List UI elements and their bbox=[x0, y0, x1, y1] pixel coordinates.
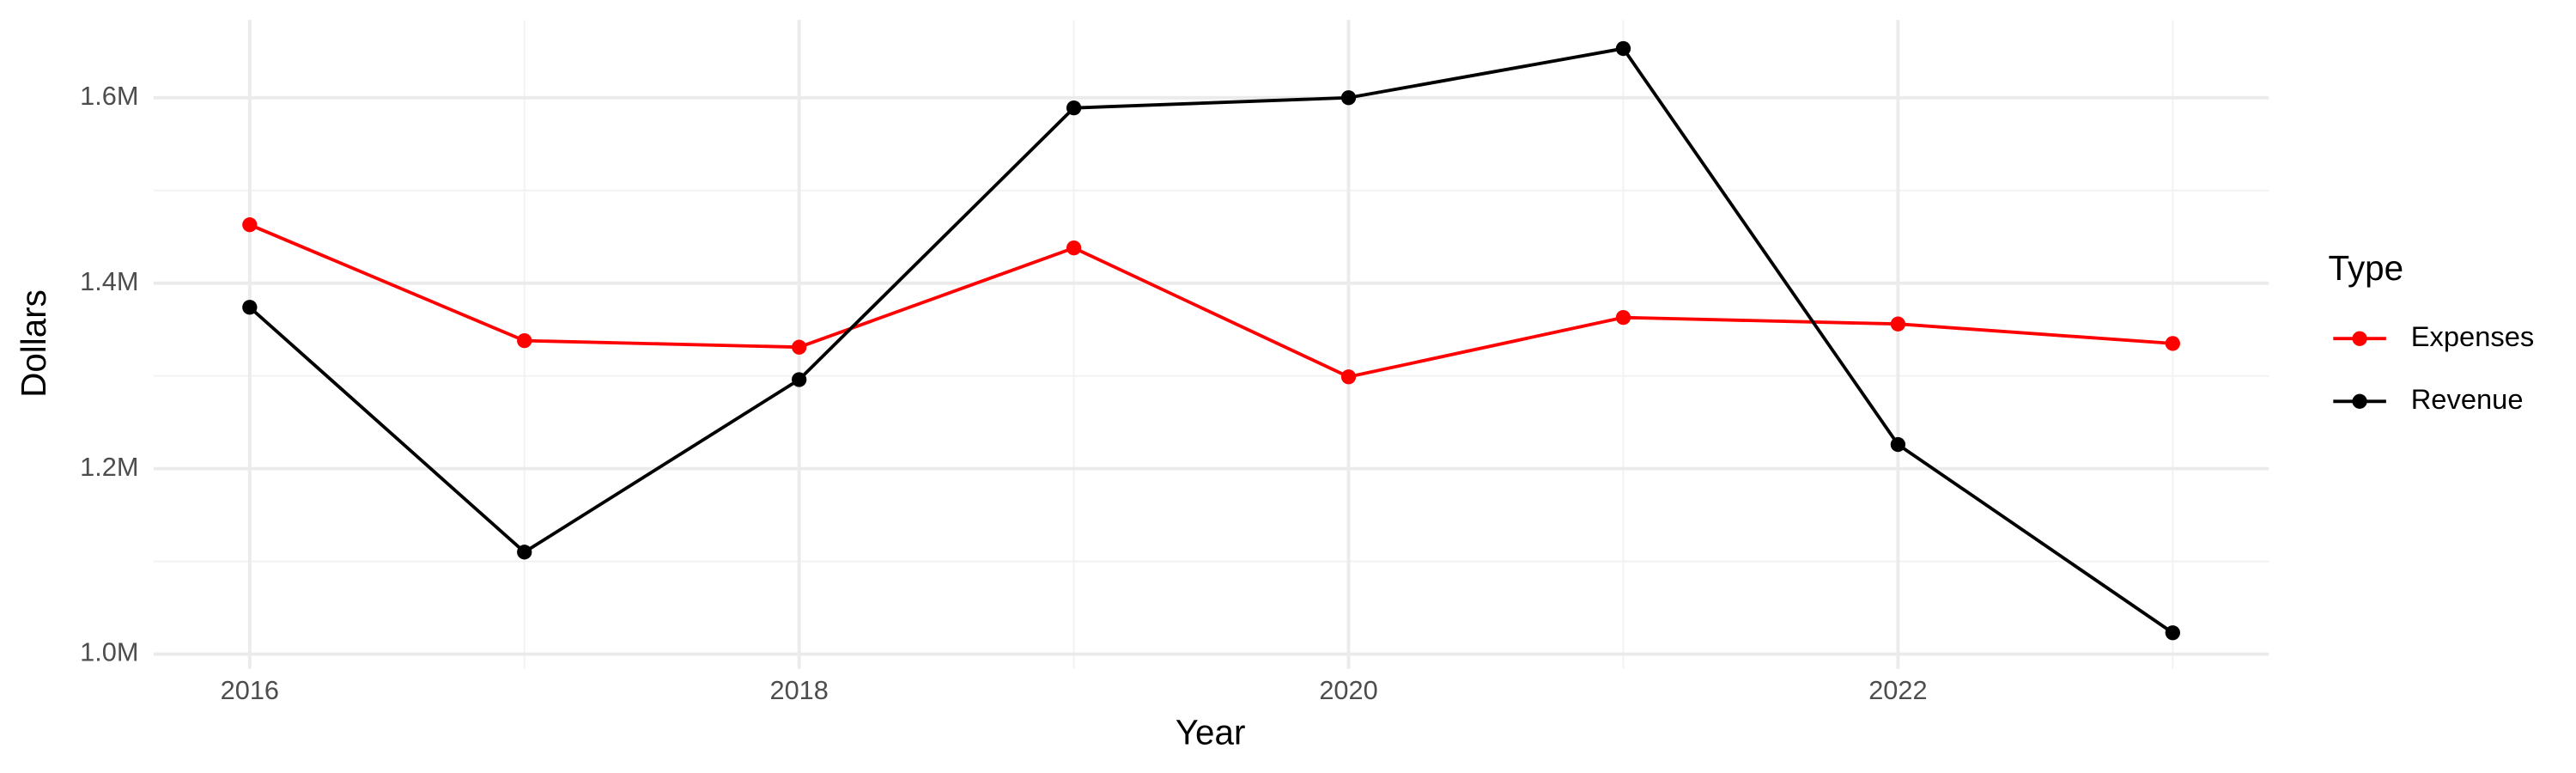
data-point bbox=[1340, 90, 1357, 106]
legend-key-point bbox=[2352, 331, 2367, 346]
x-tick-label: 2022 bbox=[1868, 675, 1927, 705]
data-point bbox=[792, 339, 807, 355]
y-tick-label: 1.2M bbox=[80, 452, 138, 482]
x-tick-label: 2020 bbox=[1319, 675, 1377, 705]
data-point bbox=[1066, 240, 1082, 256]
y-tick-label: 1.4M bbox=[80, 266, 138, 296]
data-point bbox=[1890, 436, 1906, 453]
data-point bbox=[1890, 316, 1906, 332]
series-line bbox=[249, 222, 2173, 379]
legend-key-point bbox=[2352, 393, 2367, 409]
data-point bbox=[242, 217, 258, 233]
data-point bbox=[2165, 336, 2180, 351]
data-point bbox=[242, 300, 258, 315]
x-tick-label: 2018 bbox=[769, 675, 828, 705]
legend-label: Revenue bbox=[2411, 383, 2524, 415]
legend-label: Expenses bbox=[2411, 320, 2535, 352]
y-tick-label: 1.6M bbox=[80, 81, 138, 111]
legend-title: Type bbox=[2329, 248, 2404, 288]
data-point bbox=[1615, 40, 1631, 57]
data-point bbox=[1615, 309, 1631, 326]
data-point bbox=[517, 332, 532, 349]
data-point bbox=[792, 372, 807, 387]
y-axis-title: Dollars bbox=[14, 289, 53, 398]
y-tick-label: 1.0M bbox=[80, 637, 138, 667]
data-point bbox=[2165, 625, 2180, 641]
data-point bbox=[1340, 369, 1357, 385]
data-point bbox=[1066, 100, 1082, 116]
data-point bbox=[517, 545, 532, 560]
x-axis-title: Year bbox=[1176, 712, 1246, 752]
series-line bbox=[248, 46, 2174, 635]
x-tick-label: 2016 bbox=[221, 675, 279, 705]
